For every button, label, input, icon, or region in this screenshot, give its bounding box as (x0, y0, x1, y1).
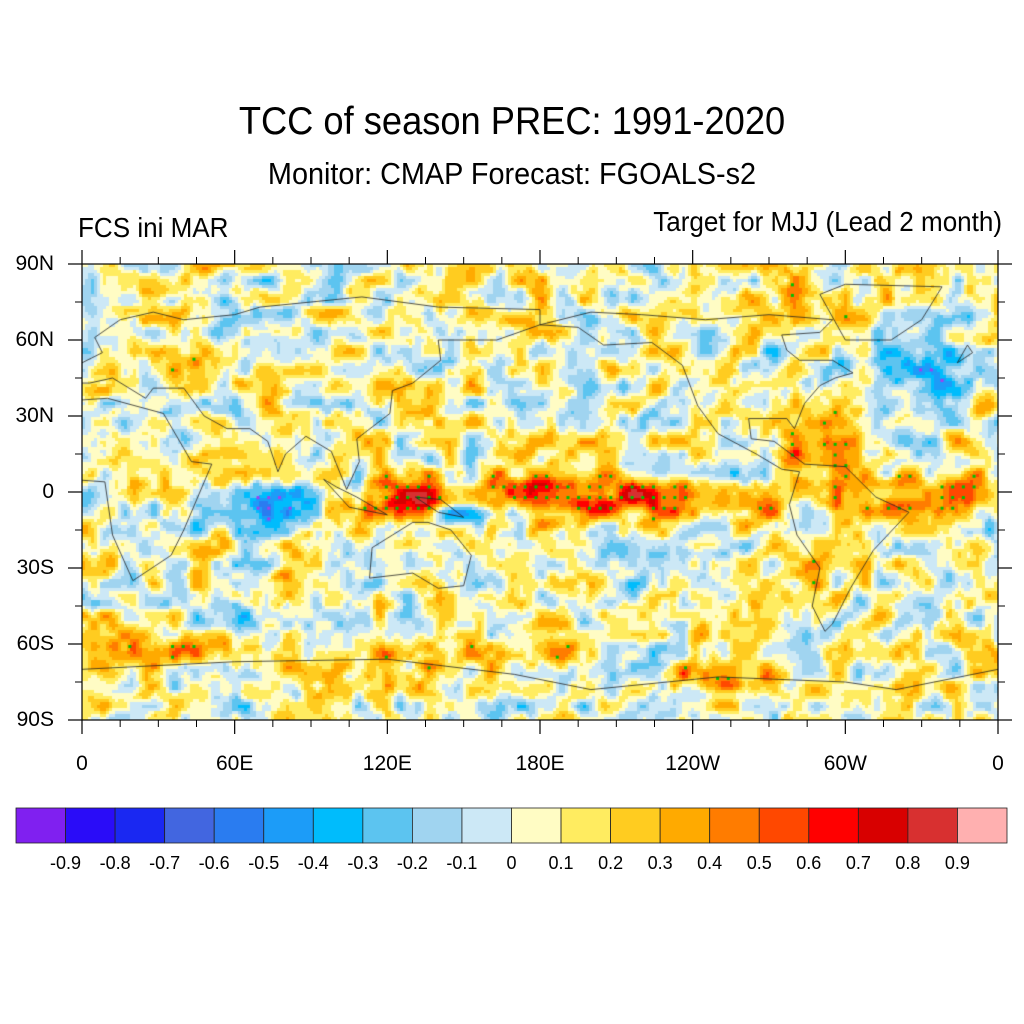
colorbar-bin (758, 807, 810, 844)
colorbar-bin (164, 807, 215, 844)
target-season-label: Target for MJJ (Lead 2 month) (653, 206, 1002, 237)
x-tick-label: 60W (823, 752, 867, 775)
y-tick-label: 90S (16, 708, 54, 731)
colorbar-bin (560, 807, 611, 844)
correlation-map (82, 264, 998, 720)
colorbar-bin (857, 807, 909, 844)
colorbar-label: -0.5 (248, 853, 280, 873)
colorbar-label: 0 (506, 853, 517, 873)
chart-subtitle: Monitor: CMAP Forecast: FGOALS-s2 (267, 156, 757, 191)
colorbar-label: -0.9 (50, 853, 82, 873)
y-tick-label: 60S (16, 632, 54, 655)
colorbar-label: 0.2 (598, 853, 624, 873)
colorbar-bin (312, 807, 364, 844)
colorbar-label: -0.2 (396, 853, 428, 873)
colorbar-bin (709, 807, 760, 844)
colorbar-label: 0.1 (548, 853, 574, 873)
colorbar-bin (659, 807, 711, 844)
colorbar-label: 0.9 (944, 853, 970, 873)
colorbar-bin (15, 807, 66, 844)
y-tick-label: 0 (42, 480, 54, 503)
x-tick-label: 120W (665, 752, 721, 775)
colorbar-label: 0.6 (796, 853, 822, 873)
colorbar-bin (808, 807, 859, 844)
colorbar-bin (957, 807, 1008, 844)
colorbar-label: 0.4 (697, 853, 723, 873)
colorbar-bin (65, 807, 116, 844)
x-tick-label: 120E (362, 752, 412, 775)
colorbar-label: -0.1 (446, 853, 478, 873)
colorbar-bin (411, 807, 463, 844)
colorbar-label: -0.7 (149, 853, 181, 873)
x-tick-label: 180E (515, 752, 565, 775)
colorbar-bin (907, 807, 958, 844)
chart-title: TCC of season PREC: 1991-2020 (238, 100, 786, 143)
x-tick-label: 0 (76, 752, 88, 775)
colorbar-bin (461, 807, 512, 844)
colorbar-label: -0.6 (198, 853, 230, 873)
colorbar-label: 0.5 (746, 853, 772, 873)
colorbar-label: -0.4 (297, 853, 329, 873)
x-tick-label: 0 (992, 752, 1004, 775)
colorbar-bin (263, 807, 314, 844)
init-month-label: FCS ini MAR (78, 212, 229, 243)
colorbar-label: -0.3 (347, 853, 379, 873)
y-tick-label: 60N (15, 328, 54, 351)
colorbar-bin (213, 807, 265, 844)
y-tick-label: 30N (15, 404, 54, 427)
colorbar-label: -0.8 (99, 853, 131, 873)
colorbar-bin (511, 807, 562, 844)
colorbar-label: 0.8 (895, 853, 921, 873)
colorbar-bin (362, 807, 413, 844)
y-tick-label: 30S (16, 556, 54, 579)
plot-border (81, 263, 999, 721)
colorbar-bin (610, 807, 661, 844)
y-tick-label: 90N (15, 252, 54, 275)
colorbar-label: 0.7 (845, 853, 871, 873)
x-tick-label: 60E (215, 752, 254, 775)
colorbar-label: 0.3 (647, 853, 673, 873)
colorbar-bin (114, 807, 166, 844)
